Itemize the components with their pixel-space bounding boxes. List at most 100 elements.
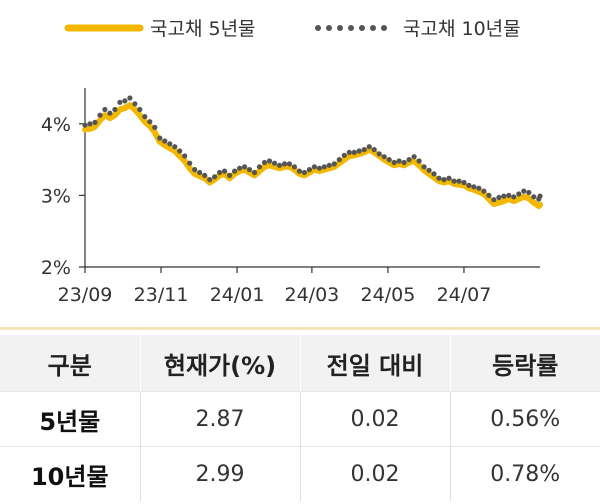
series-point-10y xyxy=(496,194,502,201)
chart-legend: 국고채 5년물 국고채 10년물 xyxy=(64,18,521,40)
series-point-10y xyxy=(411,154,417,160)
header-current-price: 현재가(%) xyxy=(140,335,301,392)
chart-series xyxy=(82,95,543,210)
series-point-10y xyxy=(396,158,402,164)
series-point-10y xyxy=(351,149,357,155)
series-point-10y xyxy=(137,106,143,113)
series-point-10y xyxy=(177,148,183,154)
series-point-10y xyxy=(112,106,118,113)
header-category: 구분 xyxy=(0,335,141,392)
series-point-10y xyxy=(421,164,427,170)
series-point-10y xyxy=(511,194,517,200)
table-row: 5년물 2.87 0.02 0.56% xyxy=(0,391,600,447)
series-point-10y xyxy=(82,122,88,128)
series-point-10y xyxy=(326,162,332,168)
legend-label-10y: 국고채 10년물 xyxy=(403,18,521,40)
x-tick-label: 24/01 xyxy=(210,284,265,306)
series-point-10y xyxy=(167,141,173,147)
series-point-10y xyxy=(456,178,462,184)
series-point-10y xyxy=(251,169,258,176)
legend-dot xyxy=(348,25,354,31)
legend-dot xyxy=(337,25,343,31)
series-point-10y xyxy=(132,101,138,107)
series-point-10y xyxy=(157,135,163,141)
series-dots-10y xyxy=(82,95,543,203)
series-point-10y xyxy=(197,169,203,176)
series-point-10y xyxy=(531,194,537,200)
series-point-10y xyxy=(291,164,297,170)
series-point-10y xyxy=(471,184,477,190)
series-point-10y xyxy=(401,159,407,166)
legend-dot xyxy=(370,25,376,31)
cell-daily-change: 0.02 xyxy=(300,391,451,447)
series-point-10y xyxy=(256,164,263,170)
series-point-10y xyxy=(366,144,372,150)
legend-dot xyxy=(359,25,365,31)
series-point-10y xyxy=(266,158,273,164)
cell-change-rate: 0.56% xyxy=(450,391,600,447)
y-ticks: 2% 3% 4% xyxy=(41,114,85,279)
series-point-10y xyxy=(301,169,307,176)
series-point-10y xyxy=(381,154,387,160)
series-point-10y xyxy=(386,157,392,163)
legend-dot xyxy=(315,25,321,31)
series-point-10y xyxy=(87,121,93,127)
row-label-5y: 5년물 xyxy=(0,391,141,447)
series-point-10y xyxy=(192,167,198,173)
series-point-10y xyxy=(296,168,302,174)
series-point-10y xyxy=(107,110,113,116)
series-point-10y xyxy=(246,167,253,173)
series-point-10y xyxy=(232,168,238,174)
series-point-10y xyxy=(331,161,337,167)
series-point-10y xyxy=(271,160,278,166)
series-point-10y xyxy=(102,106,108,113)
legend-label-5y: 국고채 5년물 xyxy=(150,18,256,40)
series-point-10y xyxy=(311,164,317,170)
cell-change-rate: 0.78% xyxy=(450,446,600,501)
series-point-10y xyxy=(501,193,507,199)
series-point-10y xyxy=(127,95,133,101)
series-point-10y xyxy=(227,172,233,178)
series-point-10y xyxy=(172,144,178,150)
series-point-10y xyxy=(117,99,123,105)
series-point-10y xyxy=(147,119,153,125)
series-point-10y xyxy=(237,165,243,171)
cell-current-price: 2.99 xyxy=(140,446,301,501)
series-point-10y xyxy=(426,167,432,173)
series-point-10y xyxy=(521,188,527,194)
series-point-10y xyxy=(281,161,288,167)
series-line-5y xyxy=(82,102,543,210)
series-point-10y xyxy=(276,162,283,168)
y-tick-label: 4% xyxy=(41,114,71,136)
yield-table: 구분 현재가(%) 전일 대비 등락률 5년물 2.87 0.02 0.56% … xyxy=(0,335,600,501)
series-point-10y xyxy=(242,164,248,170)
x-tick-label: 23/09 xyxy=(58,284,113,306)
series-point-10y xyxy=(306,167,312,173)
series-point-10y xyxy=(346,149,352,155)
series-point-10y xyxy=(217,169,223,176)
series-point-10y xyxy=(212,174,218,180)
series-point-10y xyxy=(97,112,103,118)
legend-swatch-10y xyxy=(315,25,387,31)
series-point-10y xyxy=(162,138,168,144)
series-point-10y xyxy=(391,159,397,166)
series-point-10y xyxy=(406,157,412,163)
series-point-10y xyxy=(316,165,322,171)
legend-dot xyxy=(326,25,332,31)
series-point-10y xyxy=(341,152,347,158)
yield-line-chart: 국고채 5년물 국고채 10년물 2%3%4% 23/09 23/11 24/01 2… xyxy=(41,18,543,306)
series-point-10y xyxy=(446,175,452,181)
header-change-rate: 등락률 xyxy=(450,335,600,392)
series-point-10y xyxy=(526,189,532,196)
x-tick-label: 24/05 xyxy=(361,284,416,306)
series-point-10y xyxy=(336,157,342,163)
legend-dot xyxy=(381,25,387,31)
series-point-10y xyxy=(431,171,437,177)
x-ticks: 23/09 23/11 24/01 24/03 24/05 24/07 xyxy=(58,267,492,306)
series-point-10y xyxy=(222,168,228,174)
series-point-10y xyxy=(371,147,377,153)
section-divider xyxy=(0,327,600,330)
x-tick-label: 23/11 xyxy=(134,284,189,306)
x-tick-label: 24/07 xyxy=(437,284,492,306)
series-point-10y xyxy=(491,197,497,203)
